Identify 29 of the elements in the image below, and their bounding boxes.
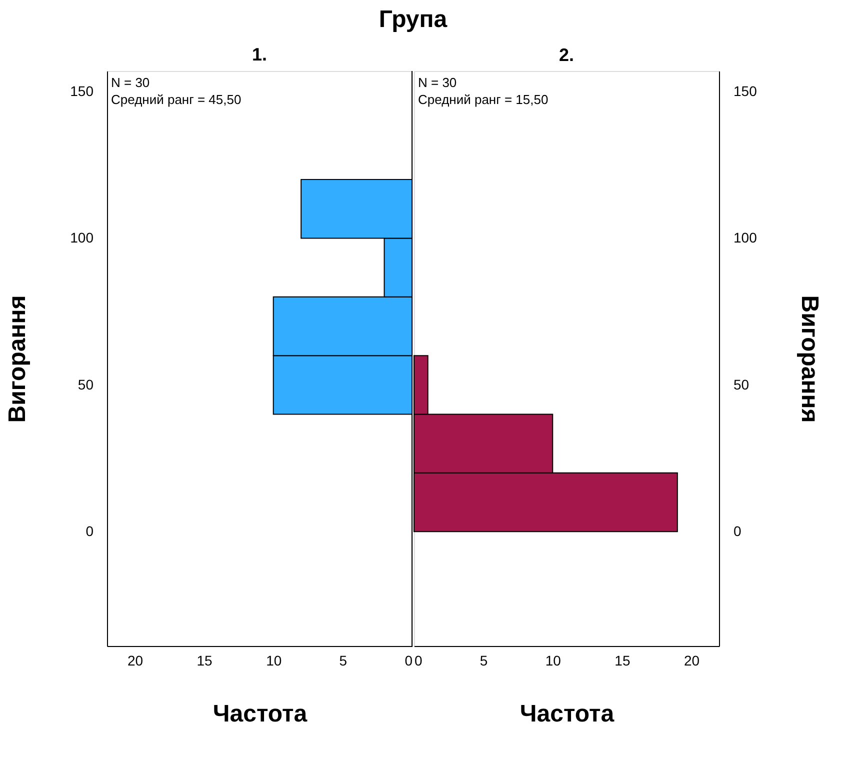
x-tick-label: 20 bbox=[684, 652, 700, 668]
x-tick-label: 0 bbox=[414, 652, 422, 668]
y-axis-title: Вигорання bbox=[796, 295, 823, 423]
annotation: Средний ранг = 15,50 bbox=[418, 92, 548, 107]
y-tick-label: 150 bbox=[70, 83, 94, 100]
chart-subtitle: 2. bbox=[558, 45, 574, 65]
x-tick-label: 10 bbox=[545, 652, 562, 668]
y-tick-label: 0 bbox=[734, 523, 742, 540]
x-tick-label: 0 bbox=[404, 652, 413, 668]
x-tick-label: 10 bbox=[266, 652, 282, 668]
chart-title: Група bbox=[378, 6, 448, 33]
x-tick-label: 5 bbox=[480, 652, 488, 668]
x-tick-label: 15 bbox=[196, 652, 213, 668]
y-tick-label: 150 bbox=[734, 83, 758, 100]
annotation: N = 30 bbox=[111, 75, 150, 90]
y-tick-label: 0 bbox=[86, 523, 94, 540]
y-tick-label: 50 bbox=[78, 376, 94, 392]
y-tick-label: 100 bbox=[734, 230, 758, 246]
y-axis-title: Вигорання bbox=[4, 295, 32, 423]
annotation: Средний ранг = 45,50 bbox=[111, 92, 242, 107]
x-tick-label: 20 bbox=[127, 652, 144, 668]
y-tick-label: 100 bbox=[70, 230, 94, 246]
x-axis-title: Частота bbox=[212, 700, 308, 728]
x-tick-label: 5 bbox=[339, 652, 348, 668]
chart-subtitle: 1. bbox=[252, 44, 268, 64]
annotation: N = 30 bbox=[418, 75, 457, 90]
x-axis-title: Частота bbox=[520, 700, 615, 728]
x-tick-label: 15 bbox=[614, 652, 630, 668]
y-tick-label: 50 bbox=[734, 376, 750, 392]
